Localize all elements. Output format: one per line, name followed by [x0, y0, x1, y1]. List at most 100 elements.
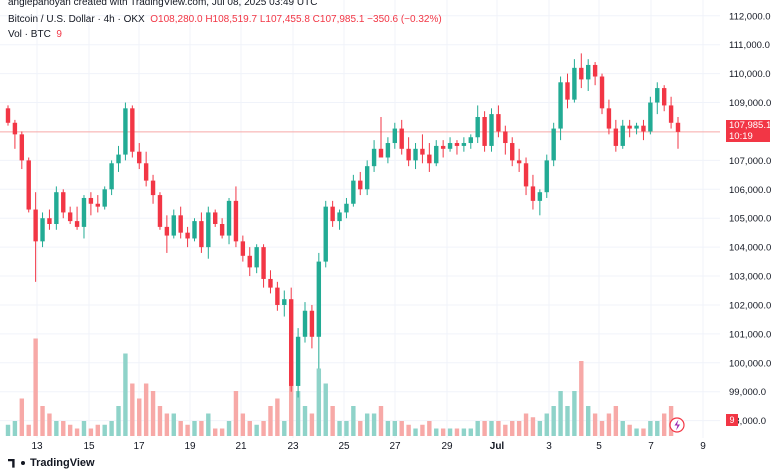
volume-bar	[648, 421, 653, 436]
volume-bar	[330, 406, 335, 436]
candle-body	[309, 310, 315, 337]
tradingview-logo-icon	[8, 458, 15, 468]
volume-bar	[641, 428, 646, 436]
price-tick-label: 106,000.0	[729, 185, 771, 196]
open-value: O108,280.0	[150, 14, 203, 25]
volume-bar	[586, 406, 591, 436]
bar-countdown: 10:19	[729, 131, 753, 142]
lightning-icon[interactable]	[669, 417, 685, 433]
candle-body	[275, 287, 280, 305]
price-axis[interactable]: 112,000.0 111,000.0 110,000.0 109,000.0 107,…	[729, 11, 771, 427]
volume-bar	[185, 424, 190, 436]
candle-body	[648, 102, 653, 132]
volume-bar	[109, 421, 114, 436]
candle-body	[213, 212, 218, 224]
candle-body	[240, 241, 246, 256]
volume-bar	[309, 413, 315, 436]
volume-bar	[302, 406, 308, 436]
volume-bar	[420, 424, 425, 436]
price-tick-label: 100,000.0	[729, 358, 771, 369]
price-tick-label: 104,000.0	[729, 243, 771, 254]
time-axis[interactable]: 13 15 17 19 21 23 25 27 29 Jul 3 5 7 9	[31, 441, 706, 452]
candle-body	[330, 206, 335, 222]
volume-bar	[61, 421, 66, 436]
volume-bar	[461, 428, 467, 436]
volume-bars	[5, 338, 674, 436]
volume-bar	[12, 421, 18, 436]
candle-body	[261, 247, 266, 279]
volume-bar	[206, 413, 211, 436]
volume-bar	[130, 383, 135, 436]
volume-bar	[530, 417, 536, 436]
candle-body	[537, 192, 543, 201]
candle-body	[5, 108, 11, 123]
volume-bar	[516, 421, 522, 436]
volume-bar	[282, 421, 287, 436]
candle-body	[351, 180, 356, 204]
volume-bar	[475, 421, 480, 436]
volume-bar	[102, 424, 107, 436]
volume-bar	[661, 413, 667, 436]
candle-body	[19, 134, 25, 161]
candle-body	[544, 160, 549, 193]
chart-credit: anglepanoyan created with TradingView.co…	[8, 0, 318, 8]
chart-grid	[0, 0, 720, 438]
candle-body	[586, 64, 591, 80]
volume-bar	[47, 413, 52, 436]
candle-body	[164, 226, 170, 236]
candle-body	[371, 148, 377, 167]
volume-bar	[364, 413, 370, 436]
volume-bar	[489, 421, 494, 436]
volume-bar	[482, 421, 487, 436]
candle-body	[606, 108, 612, 129]
candle-body	[627, 125, 632, 129]
candle-body	[447, 143, 453, 149]
volume-bar	[178, 421, 183, 436]
volume-bar	[351, 406, 356, 436]
candle-body	[551, 128, 556, 161]
volume-bar	[88, 428, 94, 436]
volume-bar	[399, 421, 404, 436]
volume-bar	[26, 424, 31, 436]
volume-bar	[337, 421, 342, 436]
volume-bar	[323, 383, 328, 436]
volume-bar	[67, 424, 73, 436]
candle-body	[40, 218, 45, 242]
volume-bar	[510, 421, 515, 436]
price-tick-label: 101,000.0	[729, 329, 771, 340]
candle-body	[171, 215, 176, 236]
volume-bar	[143, 383, 149, 436]
volume-bar	[5, 424, 11, 436]
candlesticks	[5, 53, 681, 398]
price-tick-label: 112,000.0	[729, 11, 771, 22]
time-tick-label: 25	[338, 441, 350, 452]
symbol-legend[interactable]: Bitcoin / U.S. Dollar · 4h · OKX O108,28…	[8, 14, 442, 25]
candle-body	[178, 215, 183, 233]
candle-body	[461, 143, 467, 146]
candle-body	[413, 148, 418, 161]
volume-bar	[592, 413, 598, 436]
price-tick-label: 105,000.0	[729, 214, 771, 225]
candle-body	[668, 105, 674, 123]
candle-body	[61, 192, 66, 213]
candle-body	[123, 108, 128, 155]
price-tick-label: 110,000.0	[729, 69, 771, 80]
volume-bar	[316, 368, 322, 436]
volume-bar	[157, 406, 163, 436]
volume-label[interactable]: Vol · BTC	[8, 29, 51, 40]
candle-body	[661, 88, 667, 106]
volume-bar	[496, 421, 501, 436]
volume-bar	[268, 406, 273, 436]
volume-bar	[447, 428, 453, 436]
candle-body	[47, 218, 52, 224]
volume-bar	[164, 413, 170, 436]
volume-legend[interactable]: Vol · BTC 9	[8, 29, 62, 40]
volume-bar	[116, 406, 121, 436]
price-tick-label: 98,000.0	[729, 416, 766, 427]
volume-bar	[427, 421, 432, 436]
volume-bar	[19, 398, 25, 436]
candle-body	[206, 212, 211, 248]
symbol-name[interactable]: Bitcoin / U.S. Dollar · 4h · OKX	[8, 14, 145, 25]
candle-body	[26, 160, 31, 210]
